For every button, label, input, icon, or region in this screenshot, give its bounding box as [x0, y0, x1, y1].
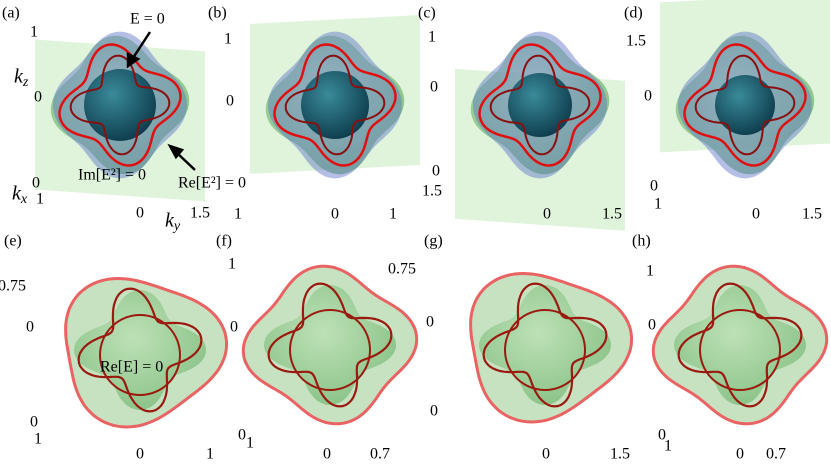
- tick-label: 1: [234, 206, 242, 223]
- red-curve-inner: [77, 287, 203, 413]
- tick-label: 1.5: [422, 183, 442, 200]
- tick-label: 1: [246, 435, 254, 452]
- axis-subscript: y: [172, 219, 181, 234]
- tick-label: 1.5: [602, 206, 622, 223]
- red-curve-inner: [694, 54, 796, 156]
- tick-label: 0: [658, 427, 666, 444]
- tick-label: 0: [238, 427, 246, 444]
- red-curve: [273, 43, 397, 167]
- tick-label: 0.75: [388, 261, 416, 278]
- panel-label: (g): [424, 233, 443, 250]
- tick-label: 0: [430, 79, 438, 96]
- tick-label: 0: [430, 403, 438, 420]
- panel-label: (b): [208, 5, 227, 22]
- red-curve-inner: [482, 282, 608, 408]
- red-circle: [99, 314, 181, 396]
- red-curve-inner: [489, 54, 591, 156]
- red-curve-inner: [677, 282, 803, 408]
- tick-label: 0: [226, 93, 234, 110]
- axis-subscript: x: [20, 192, 28, 207]
- tick-label: 1: [428, 29, 436, 46]
- annotation: Re[E] = 0: [100, 359, 163, 376]
- tick-label: 0.7: [370, 446, 390, 463]
- red-curve-inner: [69, 54, 171, 156]
- tick-label: 1.5: [190, 205, 210, 222]
- green-inner: [479, 285, 611, 405]
- tick-label: 0: [32, 175, 40, 192]
- tick-label: 1: [646, 263, 654, 280]
- tick-label: 0: [644, 88, 652, 105]
- red-curve-inner: [284, 54, 386, 156]
- tick-label: 0: [542, 446, 550, 463]
- tick-label: 0: [26, 319, 34, 336]
- tick-label: 0: [230, 319, 238, 336]
- panel-label: (f): [216, 233, 232, 250]
- red-curve: [478, 43, 602, 167]
- axis-label: ky: [165, 210, 181, 235]
- annotation: Im[E²] = 0: [78, 167, 146, 184]
- tick-label: 1.5: [610, 446, 630, 463]
- red-curve: [58, 43, 182, 167]
- tick-label: 1: [206, 446, 214, 463]
- tick-label: 1: [664, 438, 672, 455]
- tick-label: 0: [648, 317, 656, 334]
- tick-label: 0: [136, 446, 144, 463]
- tick-label: 0: [752, 206, 760, 223]
- tick-label: 0: [736, 446, 744, 463]
- green-inner: [674, 285, 806, 405]
- tick-label: 1: [36, 191, 44, 208]
- panel-label: (d): [624, 5, 643, 22]
- sphere: [301, 71, 369, 139]
- sphere: [84, 69, 156, 141]
- tick-label: 1: [34, 431, 42, 448]
- tick-label: 0.7: [766, 446, 786, 463]
- annotation: E = 0: [130, 11, 165, 28]
- red-circle: [699, 309, 781, 391]
- surfaces: [35, 0, 830, 429]
- tick-label: 1: [654, 196, 662, 213]
- green-inner: [264, 285, 396, 405]
- panel-label: (e): [4, 233, 22, 250]
- sphere: [715, 75, 775, 135]
- tick-label: 0.75: [0, 278, 26, 295]
- tick-label: 0: [426, 314, 434, 331]
- tick-label: 1: [224, 31, 232, 48]
- axis-label: kz: [14, 66, 29, 91]
- tick-label: 1: [30, 24, 38, 41]
- tick-label: 0: [543, 206, 551, 223]
- tick-label: 1: [389, 206, 397, 223]
- tick-label: 0: [136, 205, 144, 222]
- panel-label: (c): [418, 5, 436, 22]
- tick-label: 0: [331, 206, 339, 223]
- tick-label: 1: [228, 256, 236, 273]
- green-inner: [74, 290, 206, 410]
- tick-label: 0: [650, 178, 658, 195]
- panel-label: (a): [2, 5, 20, 22]
- red-curve: [683, 43, 807, 167]
- axis-subscript: z: [22, 75, 29, 90]
- sphere: [508, 73, 572, 137]
- red-circle: [504, 309, 586, 391]
- red-circle: [289, 309, 371, 391]
- tick-label: 0: [30, 414, 38, 431]
- arrows: [126, 31, 196, 171]
- tick-label: 1.5: [626, 33, 646, 50]
- tick-label: 1.5: [802, 206, 822, 223]
- red-curve-inner: [267, 282, 393, 408]
- tick-label: 0: [34, 89, 42, 106]
- axis-label: kx: [12, 183, 28, 208]
- annotation: Re[E²] = 0: [178, 175, 246, 192]
- tick-label: 0: [323, 446, 331, 463]
- panel-label: (h): [632, 233, 651, 250]
- tick-label: 0: [432, 163, 440, 180]
